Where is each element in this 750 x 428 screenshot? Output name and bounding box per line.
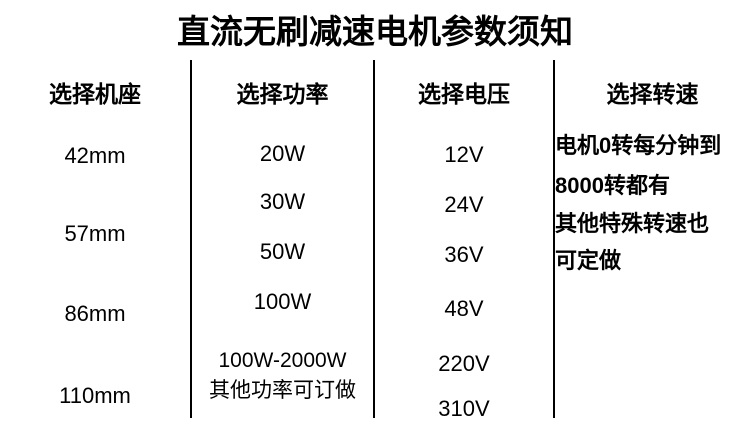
cell-frame-size-1: 42mm [64, 143, 126, 168]
column-divider-3 [553, 60, 555, 418]
column-header-speed: 选择转速 [606, 81, 699, 107]
cell-voltage-4: 48V [444, 296, 484, 321]
cell-voltage-2: 24V [444, 192, 484, 217]
cell-frame-size-3: 86mm [64, 301, 126, 326]
cell-voltage-6: 310V [438, 396, 490, 421]
cell-speed-3: 其他特殊转速也 [555, 211, 710, 236]
column-divider-1 [190, 60, 192, 418]
cell-frame-size-2: 57mm [64, 221, 126, 246]
column-header-voltage: 选择电压 [418, 81, 510, 107]
column-header-power: 选择功率 [236, 81, 329, 107]
column-header-frame-size: 选择机座 [49, 81, 141, 107]
cell-voltage-5: 220V [438, 351, 490, 376]
cell-power-2: 30W [259, 189, 306, 214]
cell-voltage-1: 12V [444, 142, 484, 167]
cell-frame-size-4: 110mm [59, 383, 131, 408]
cell-power-5: 100W-2000W [218, 349, 347, 372]
cell-speed-1: 电机0转每分钟到 [555, 133, 722, 158]
column-divider-2 [373, 60, 375, 418]
cell-power-6: 其他功率可订做 [209, 379, 356, 402]
cell-speed-4: 可定做 [555, 248, 622, 273]
cell-power-1: 20W [259, 141, 306, 166]
cell-voltage-3: 36V [444, 242, 484, 267]
page-title: 直流无刷减速电机参数须知 [177, 13, 573, 50]
cell-power-4: 100W [253, 289, 312, 314]
cell-power-3: 50W [259, 239, 306, 264]
cell-speed-2: 8000转都有 [555, 173, 670, 198]
